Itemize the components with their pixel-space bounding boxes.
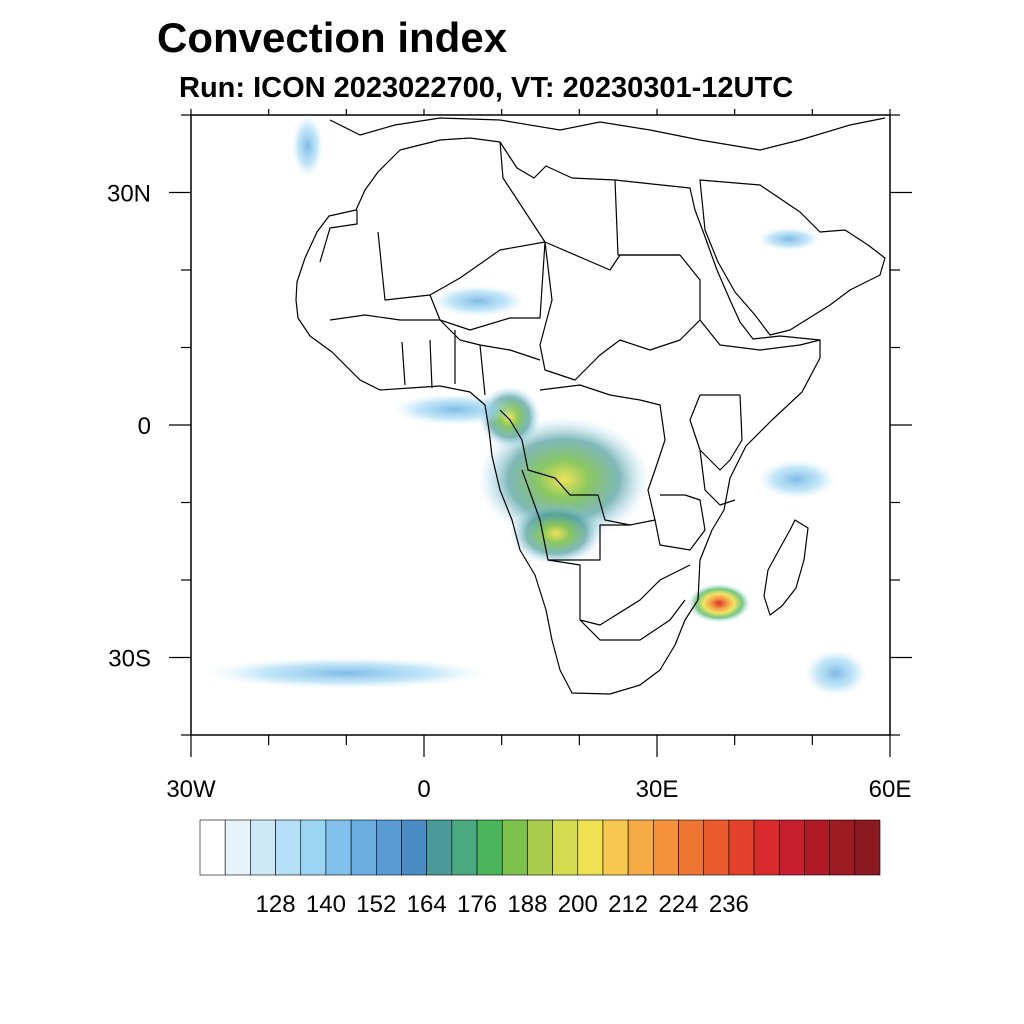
colorbar-swatch [250,819,276,876]
colorbar-swatch [224,819,251,876]
lat-tick-label: 30S [108,646,151,673]
lon-tick-label: 60E [869,776,912,803]
border-chad-sudan [539,241,701,381]
colorbar-swatch [199,819,226,876]
lon-tick-label: 0 [417,776,430,803]
border-libya-chad [499,141,680,271]
colorbar-swatch [350,819,377,876]
colorbar-label: 188 [507,891,547,918]
convection-area-central-africa [478,417,650,542]
border-southafrica [579,599,686,641]
colorbar-swatch [753,819,780,876]
axis-tick-labels: 30N 0 30S 30W 0 30E 60E [107,181,911,804]
colorbar-swatch [325,819,352,876]
madagascar-coastline [763,519,809,616]
border-west-africa [401,330,486,396]
colorbar-label: 224 [658,891,698,918]
colorbar-swatch [501,819,528,876]
colorbar-label: 128 [256,891,296,918]
colorbar-label: 212 [608,891,648,918]
africa-coastline [295,137,821,695]
convection-area-arabia [757,227,821,251]
convection-area-southwest-indian-ocean [804,649,867,697]
convection-field [206,115,867,697]
colorbar-swatch [552,819,579,876]
arabia-coastline [699,179,886,336]
convection-area-gulf-of-guinea [392,394,518,425]
border-mali-niger [429,241,546,331]
chart-title: Convection index [157,14,508,61]
lat-tick-label: 30N [107,181,151,208]
border-angola [521,469,630,561]
colorbar-swatch [829,819,856,876]
colorbar-label: 236 [709,891,749,918]
colorbar-swatch [476,819,503,876]
border-somalia-kenya [689,394,743,471]
colorbar-swatch [678,819,705,876]
mediterranean-north-coast [329,117,886,151]
lon-tick-label: 30W [166,776,216,803]
colorbar-swatch [451,819,478,876]
colorbar-label: 200 [558,891,598,918]
colorbar-swatch [375,819,402,876]
colorbar-swatch [627,819,654,876]
colorbar-swatch [653,819,679,876]
convection-area-north-atlantic [291,115,324,177]
colorbar-label: 176 [457,891,497,918]
colorbar-swatch [804,819,830,876]
lat-tick-label: 0 [138,413,151,440]
convection-area-angola-zambia [509,502,603,565]
frame-ticks [169,109,912,757]
colorbar-label: 164 [407,891,447,918]
chart-subtitle: Run: ICON 2023022700, VT: 20230301-12UTC [179,72,794,104]
colorbar-label: 140 [306,891,346,918]
border-tanzania [699,449,736,506]
border-sahel-south [329,314,541,361]
colorbar-swatch [275,819,302,876]
colorbar-swatch [602,819,629,876]
colorbar-swatch [703,819,730,876]
colorbar-swatch [527,819,553,876]
border-egypt-sudan [614,179,680,256]
colorbar-swatch [778,819,805,876]
colorbar: 128 140 152 164 176 188 200 212 224 236 [199,819,881,918]
border-namibia-botswana [547,559,691,626]
border-zambia [654,494,706,551]
colorbar-swatch [728,819,755,876]
convection-area-madagascar-east [757,459,836,499]
colorbar-swatch [854,819,881,876]
border-algeria-mali [377,231,546,301]
coastlines-and-borders [295,117,886,695]
border-west-sahara [319,210,358,263]
colorbar-swatch [300,819,327,876]
colorbar-swatch [577,819,604,876]
border-ethiopia [699,319,821,351]
colorbar-label: 152 [356,891,396,918]
colorbar-swatch [426,819,453,876]
lon-tick-label: 30E [636,776,679,803]
convection-area-south-atlantic-band [206,657,487,689]
convection-area-sahel-band [431,285,525,317]
border-drc [499,384,666,526]
convection-area-mozambique-channel [688,583,751,623]
colorbar-swatch [401,819,427,876]
